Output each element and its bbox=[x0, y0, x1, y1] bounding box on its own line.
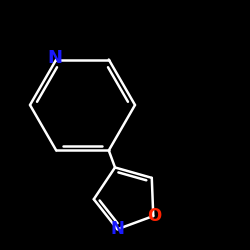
Text: N: N bbox=[48, 49, 62, 67]
Text: N: N bbox=[110, 220, 124, 238]
Text: O: O bbox=[148, 207, 162, 225]
